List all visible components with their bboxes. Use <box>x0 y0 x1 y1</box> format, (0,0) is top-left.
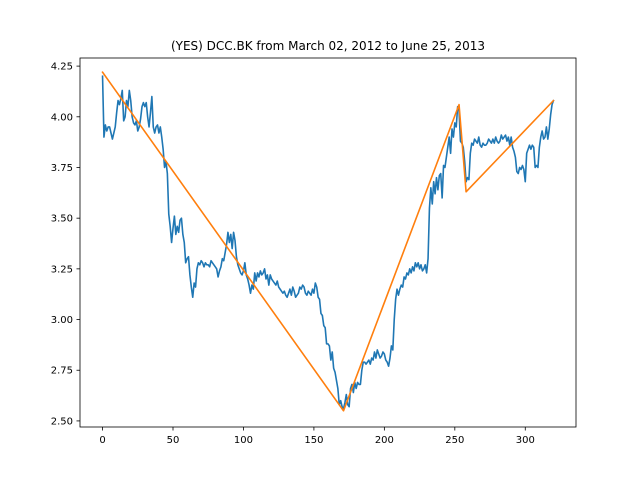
chart-title: (YES) DCC.BK from March 02, 2012 to June… <box>171 39 485 53</box>
series-layer <box>101 71 555 412</box>
y-tick-label: 4.00 <box>51 112 73 123</box>
y-tick-label: 2.50 <box>51 416 73 427</box>
plot-frame <box>79 57 577 428</box>
y-tick-label: 3.25 <box>51 264 73 275</box>
y-tick-label: 3.50 <box>51 214 73 225</box>
x-tick-label: 150 <box>304 435 323 446</box>
y-tick-label: 4.25 <box>51 62 73 73</box>
x-tick-label: 50 <box>167 435 180 446</box>
x-tick-label: 0 <box>99 435 105 446</box>
y-tick-label: 2.75 <box>51 366 73 377</box>
x-tick-label: 300 <box>516 435 535 446</box>
series-line-2 <box>101 71 555 412</box>
x-tick-label: 100 <box>234 435 253 446</box>
series-line-1 <box>101 75 555 410</box>
x-tick-label: 200 <box>375 435 394 446</box>
axes-layer: 0 50 100 150 200 250 300 2.50 2.75 3.00 3.25 3.50 3.… <box>51 57 577 446</box>
x-tick-label: 250 <box>445 435 464 446</box>
y-tick-label: 3.00 <box>51 315 73 326</box>
y-tick-label: 3.75 <box>51 163 73 174</box>
